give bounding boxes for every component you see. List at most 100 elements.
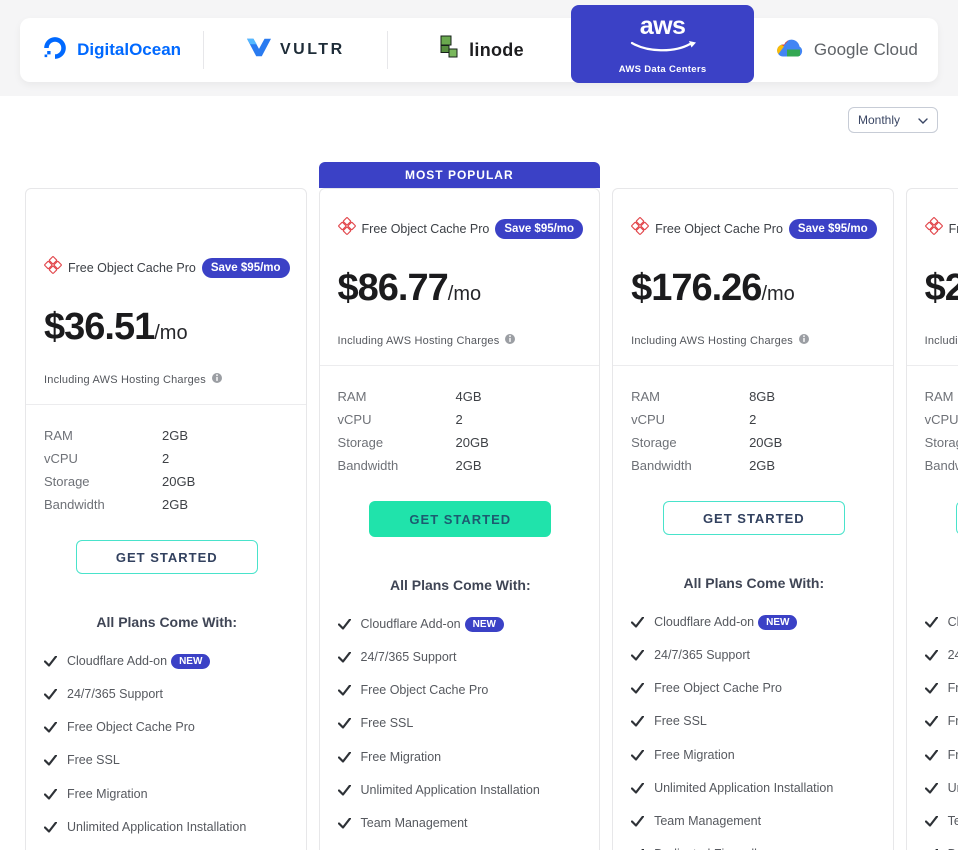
spec-row: Bandwidth 2GB (925, 458, 958, 473)
divider (613, 365, 893, 366)
spec-value: 4GB (455, 389, 482, 404)
pricing-card-body: Free Object Cache Pro Save $95/mo $274.3… (905, 188, 958, 850)
feature-label: Dedicated Firewalls (654, 847, 763, 850)
price: $274.33/mo (925, 267, 958, 310)
feature-item: 24/7/365 Support (337, 648, 584, 668)
promo-label: Free Object Cache Pro (361, 221, 490, 236)
billing-period-select[interactable]: Monthly (848, 107, 938, 133)
price-amount: $274.33 (924, 267, 958, 309)
feature-item: Unlimited Application Installation (924, 779, 958, 799)
feature-label: Free SSL (360, 716, 414, 731)
feature-text: Team Management (361, 814, 468, 832)
tab-vultr[interactable]: VULTR (204, 18, 387, 82)
feature-text: Dedicated Firewalls (654, 845, 763, 850)
get-started-button[interactable]: GET STARTED (369, 501, 552, 537)
hosting-charges-note: Including AWS Hosting Charges (44, 372, 290, 387)
feature-text: 24/7/365 Support (67, 685, 163, 703)
promo-label: Free Object Cache Pro (948, 221, 958, 236)
feature-item: Dedicated Firewalls (925, 845, 958, 850)
feature-text: Free SSL (67, 751, 120, 769)
feature-label: Team Management (360, 815, 468, 830)
spec-row: vCPU 4 (925, 412, 958, 427)
spec-row: RAM 4GB (338, 389, 584, 404)
feature-item: Free Object Cache Pro (924, 679, 958, 699)
get-started-button[interactable]: GET STARTED (662, 501, 845, 535)
spec-row: RAM 8GB (631, 389, 877, 404)
feature-item: Unlimited Application Installation (630, 779, 877, 799)
billing-period-value: Monthly (858, 113, 901, 127)
spec-label: vCPU (924, 412, 958, 427)
provider-tab-band: DigitalOcean VULTR (0, 0, 958, 96)
promo-row: Free Object Cache Pro Save $95/mo (631, 217, 877, 240)
spec-label: RAM (631, 389, 660, 404)
feature-label: 24/7/365 Support (947, 648, 958, 663)
feature-text: Unlimited Application Installation (654, 779, 833, 797)
feature-label: Free Migration (947, 747, 958, 762)
feature-item: Team Management (337, 814, 584, 834)
feature-text: 24/7/365 Support (361, 648, 457, 666)
feature-label: Dedicated Firewalls (948, 847, 958, 850)
spec-label: Bandwidth (631, 458, 692, 473)
hosting-charges-note-text: Including AWS Hosting Charges (631, 334, 793, 347)
feature-text: Free SSL (654, 712, 707, 730)
tab-digitalocean[interactable]: DigitalOcean (20, 18, 203, 82)
feature-item: Team Management (630, 812, 877, 832)
aws-logo: aws (639, 11, 686, 40)
check-icon (924, 781, 938, 799)
feature-label: Free Object Cache Pro (654, 681, 782, 696)
tab-google-cloud[interactable]: Google Cloud (755, 18, 938, 82)
check-icon (924, 748, 938, 766)
feature-item: 24/7/365 Support (924, 646, 958, 666)
check-icon (924, 615, 938, 633)
get-started-button[interactable]: GET STARTED (75, 540, 258, 574)
hosting-charges-note-text: Including AWS Hosting Charges (337, 334, 500, 347)
specs-list: RAM 8GB vCPU 2 Storage 20GB Bandwidth 2G… (631, 389, 877, 473)
feature-label: Team Management (947, 813, 958, 828)
divider (26, 404, 306, 405)
specs-list: RAM 2GB vCPU 2 Storage 20GB Bandwidth 2G… (44, 428, 290, 512)
price: $36.51/mo (44, 306, 290, 349)
check-icon (337, 816, 351, 834)
object-cache-pro-icon (631, 217, 649, 240)
feature-text: Free Object Cache Pro (361, 681, 489, 699)
spec-label: vCPU (44, 451, 78, 466)
spec-label: RAM (337, 389, 367, 404)
feature-text: Free Migration (654, 746, 735, 764)
spec-value: 20GB (455, 435, 489, 450)
spec-value: 8GB (749, 389, 776, 404)
feature-label: Free SSL (67, 753, 120, 768)
info-icon[interactable] (504, 333, 516, 348)
feature-item: Unlimited Application Installation (43, 818, 290, 838)
chevron-down-icon (918, 113, 928, 127)
spec-row: Storage 20GB (631, 435, 877, 450)
tab-google-cloud-label: Google Cloud (813, 40, 918, 59)
tab-linode[interactable]: linode (388, 18, 571, 82)
info-icon[interactable] (211, 372, 223, 387)
new-badge: NEW (464, 617, 504, 632)
feature-item: Free Migration (630, 746, 877, 766)
spec-row: Storage 20GB (44, 474, 290, 489)
tab-vultr-label: VULTR (279, 41, 345, 58)
divider (319, 365, 600, 366)
tab-aws[interactable]: aws AWS Data Centers (570, 5, 755, 83)
feature-label: Unlimited Application Installation (947, 780, 958, 795)
feature-item: Free Object Cache Pro (630, 679, 877, 699)
provider-tab-bar: DigitalOcean VULTR (20, 5, 938, 83)
feature-text: Free Object Cache Pro (948, 679, 958, 697)
info-icon[interactable] (798, 333, 810, 348)
feature-label: Free Migration (654, 747, 735, 762)
specs-list: RAM 4GB vCPU 2 Storage 20GB Bandwidth 2G… (338, 389, 584, 473)
feature-label: Cloudflare Add-on (360, 617, 461, 631)
feature-item: Free SSL (43, 751, 290, 771)
spec-label: Storage (924, 435, 958, 450)
linode-logo-icon (436, 35, 460, 65)
feature-label: Dedicated Firewalls (361, 849, 470, 850)
feature-text: Free Object Cache Pro (67, 718, 195, 736)
spec-value: 2GB (162, 428, 189, 443)
